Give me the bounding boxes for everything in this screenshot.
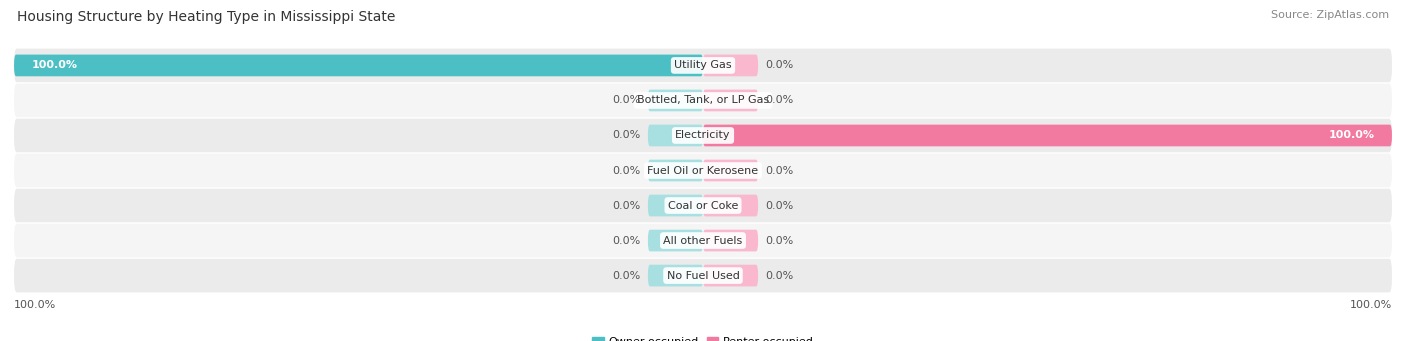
FancyBboxPatch shape	[14, 189, 1392, 222]
FancyBboxPatch shape	[703, 90, 758, 111]
Text: 0.0%: 0.0%	[765, 270, 793, 281]
Text: 100.0%: 100.0%	[31, 60, 77, 71]
Text: Utility Gas: Utility Gas	[675, 60, 731, 71]
FancyBboxPatch shape	[648, 90, 703, 111]
Text: Fuel Oil or Kerosene: Fuel Oil or Kerosene	[647, 165, 759, 176]
Text: All other Fuels: All other Fuels	[664, 236, 742, 246]
FancyBboxPatch shape	[14, 224, 1392, 257]
FancyBboxPatch shape	[648, 124, 703, 146]
Text: 100.0%: 100.0%	[1329, 131, 1375, 140]
Text: 0.0%: 0.0%	[765, 60, 793, 71]
Text: 0.0%: 0.0%	[613, 165, 641, 176]
FancyBboxPatch shape	[14, 84, 1392, 117]
FancyBboxPatch shape	[14, 55, 703, 76]
Text: 0.0%: 0.0%	[765, 165, 793, 176]
Text: 100.0%: 100.0%	[14, 300, 56, 310]
Text: 0.0%: 0.0%	[765, 201, 793, 210]
Text: Bottled, Tank, or LP Gas: Bottled, Tank, or LP Gas	[637, 95, 769, 105]
Text: Coal or Coke: Coal or Coke	[668, 201, 738, 210]
Text: 0.0%: 0.0%	[613, 131, 641, 140]
Text: Housing Structure by Heating Type in Mississippi State: Housing Structure by Heating Type in Mis…	[17, 10, 395, 24]
FancyBboxPatch shape	[14, 49, 1392, 82]
Text: 0.0%: 0.0%	[765, 236, 793, 246]
FancyBboxPatch shape	[14, 119, 1392, 152]
FancyBboxPatch shape	[703, 124, 1392, 146]
FancyBboxPatch shape	[703, 230, 758, 251]
FancyBboxPatch shape	[648, 230, 703, 251]
Text: 100.0%: 100.0%	[1350, 300, 1392, 310]
Text: 0.0%: 0.0%	[613, 201, 641, 210]
Text: 0.0%: 0.0%	[765, 95, 793, 105]
FancyBboxPatch shape	[648, 160, 703, 181]
Text: No Fuel Used: No Fuel Used	[666, 270, 740, 281]
Legend: Owner-occupied, Renter-occupied: Owner-occupied, Renter-occupied	[588, 332, 818, 341]
FancyBboxPatch shape	[14, 259, 1392, 292]
Text: 0.0%: 0.0%	[613, 236, 641, 246]
Text: Source: ZipAtlas.com: Source: ZipAtlas.com	[1271, 10, 1389, 20]
FancyBboxPatch shape	[648, 265, 703, 286]
FancyBboxPatch shape	[703, 265, 758, 286]
FancyBboxPatch shape	[703, 195, 758, 217]
Text: 0.0%: 0.0%	[613, 95, 641, 105]
FancyBboxPatch shape	[703, 55, 758, 76]
Text: Electricity: Electricity	[675, 131, 731, 140]
FancyBboxPatch shape	[648, 195, 703, 217]
FancyBboxPatch shape	[14, 154, 1392, 187]
Text: 0.0%: 0.0%	[613, 270, 641, 281]
FancyBboxPatch shape	[703, 160, 758, 181]
